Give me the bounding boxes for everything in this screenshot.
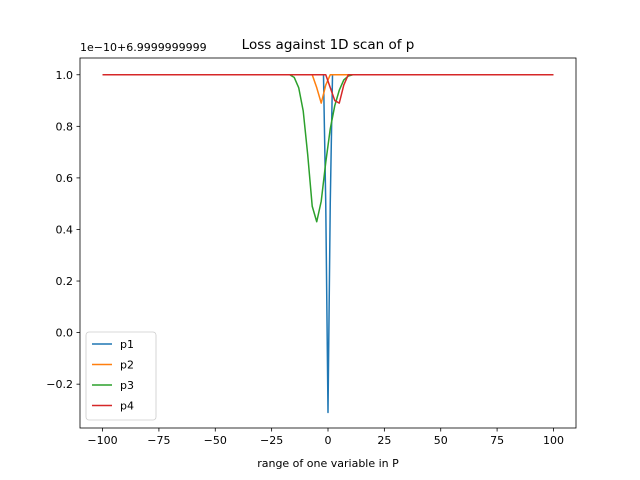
series-line-p2 xyxy=(102,74,554,104)
x-tick-label: −75 xyxy=(147,434,170,447)
x-tick-label: −50 xyxy=(204,434,227,447)
legend: p1 p2 p3 p4 xyxy=(85,331,157,421)
legend-label-p3: p3 xyxy=(120,379,134,392)
x-tick-label: 50 xyxy=(434,434,448,447)
y-offset-text: 1e−10+6.9999999999 xyxy=(80,41,207,54)
y-tick-label: 0.8 xyxy=(56,120,74,133)
y-tick-label: −0.2 xyxy=(46,378,73,391)
series-line-p4 xyxy=(102,74,554,104)
x-tick-label: −25 xyxy=(260,434,283,447)
legend-label-p1: p1 xyxy=(120,338,134,351)
legend-label-p2: p2 xyxy=(120,359,134,372)
x-axis: −100 −75 −50 −25 0 25 50 75 100 xyxy=(87,428,564,447)
y-axis: −0.2 0.0 0.2 0.4 0.6 0.8 1.0 xyxy=(46,69,80,391)
x-tick-label: 0 xyxy=(325,434,332,447)
series-line-p1 xyxy=(102,74,554,414)
y-tick-label: 0.0 xyxy=(56,327,74,340)
x-tick-label: 100 xyxy=(543,434,564,447)
y-tick-label: 0.6 xyxy=(56,172,74,185)
legend-label-p4: p4 xyxy=(120,400,134,413)
x-tick-label: 75 xyxy=(490,434,504,447)
x-axis-label: range of one variable in P xyxy=(257,457,399,470)
x-tick-label: 25 xyxy=(377,434,391,447)
series-line-p3 xyxy=(102,74,554,223)
y-tick-label: 0.2 xyxy=(56,275,74,288)
plot-area xyxy=(102,74,554,414)
legend-box xyxy=(85,331,157,421)
x-tick-label: −100 xyxy=(87,434,117,447)
y-tick-label: 1.0 xyxy=(56,69,74,82)
y-tick-label: 0.4 xyxy=(56,223,74,236)
chart-title: Loss against 1D scan of p xyxy=(242,37,415,53)
